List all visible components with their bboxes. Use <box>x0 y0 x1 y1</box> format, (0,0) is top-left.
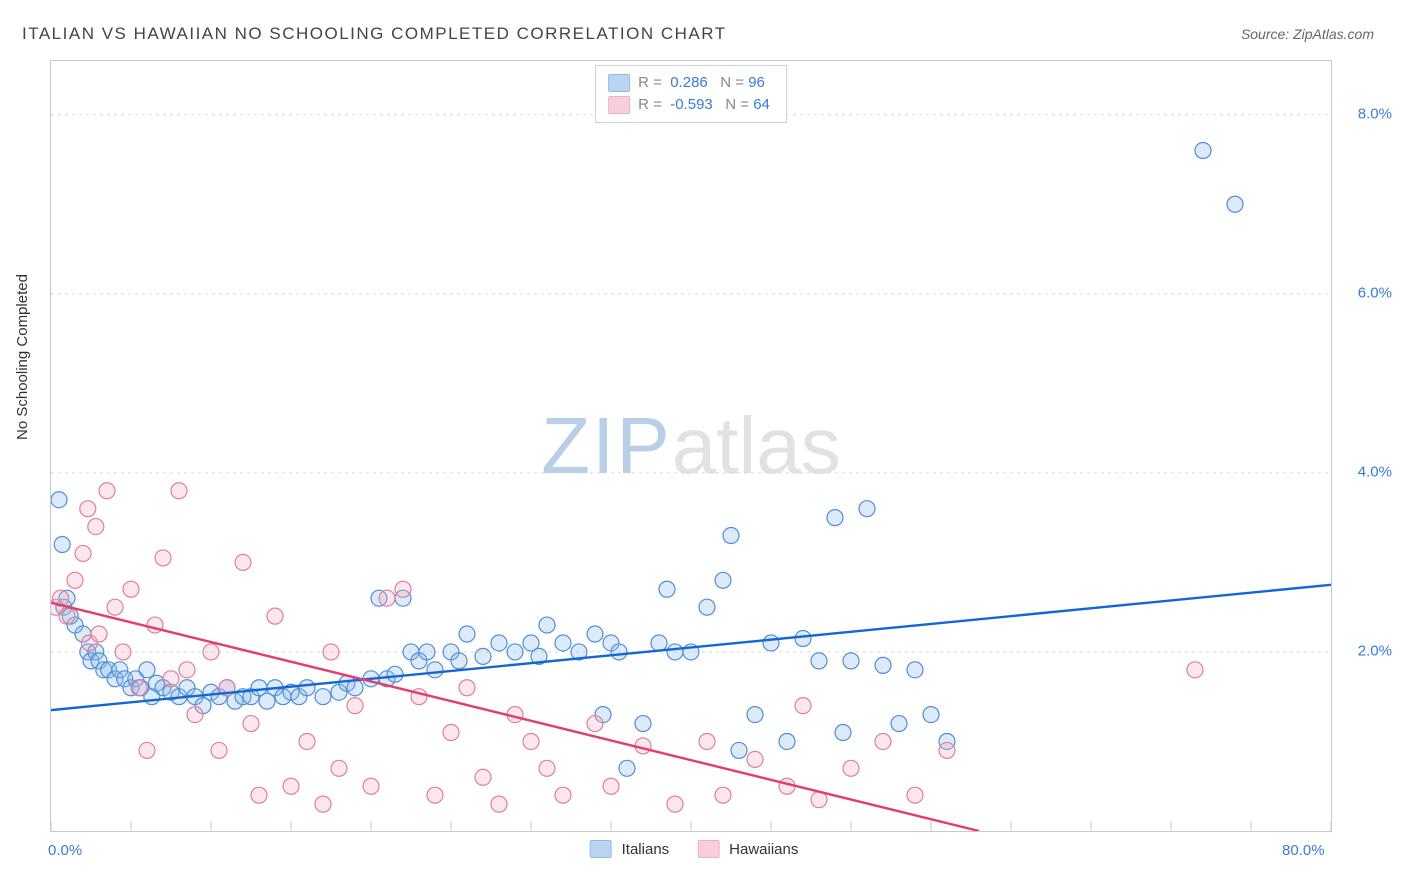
trendline-italians <box>51 585 1331 710</box>
x-tick-label: 80.0% <box>1282 842 1325 859</box>
legend-rn-row-hawaiians: R = -0.593 N = 64 <box>608 94 770 116</box>
legend-series-label-hawaiians: Hawaiians <box>729 841 798 858</box>
legend-rn-text: R = -0.593 N = 64 <box>638 94 770 116</box>
y-tick-label: 4.0% <box>1358 463 1392 480</box>
plot-area: ZIPatlas R = 0.286 N = 96R = -0.593 N = … <box>50 60 1332 832</box>
legend-swatch-icon <box>608 96 630 114</box>
source-label: Source: ZipAtlas.com <box>1241 26 1374 42</box>
source-prefix: Source: <box>1241 26 1293 42</box>
legend-rn-text: R = 0.286 N = 96 <box>638 72 765 94</box>
y-axis-label: No Schooling Completed <box>14 274 31 440</box>
source-name: ZipAtlas.com <box>1293 26 1374 42</box>
y-tick-label: 2.0% <box>1358 642 1392 659</box>
y-tick-label: 8.0% <box>1358 105 1392 122</box>
x-tick-label: 0.0% <box>48 842 82 859</box>
legend-series-label-italians: Italians <box>622 841 670 858</box>
chart-title: ITALIAN VS HAWAIIAN NO SCHOOLING COMPLET… <box>22 24 727 44</box>
legend-rn-row-italians: R = 0.286 N = 96 <box>608 72 770 94</box>
legend-swatch-icon <box>697 840 719 858</box>
y-tick-label: 6.0% <box>1358 284 1392 301</box>
legend-swatch-icon <box>608 74 630 92</box>
legend-rn-box: R = 0.286 N = 96R = -0.593 N = 64 <box>595 65 787 123</box>
legend-swatch-icon <box>590 840 612 858</box>
scatter-chart-svg <box>51 61 1331 831</box>
legend-series: Italians Hawaiians <box>590 840 817 858</box>
